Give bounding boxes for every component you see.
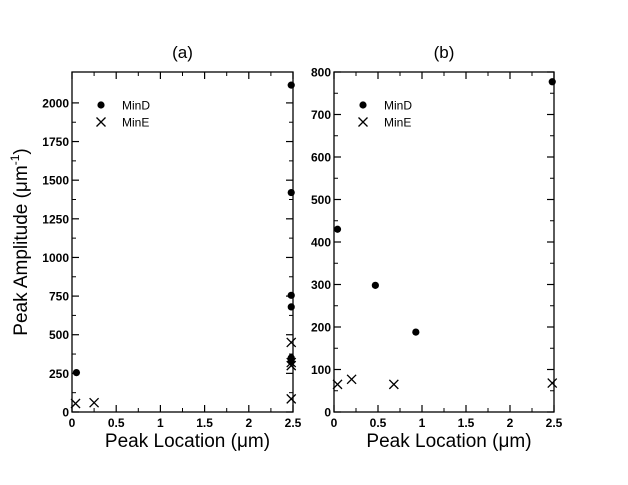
y-tick-label-a: 1500: [42, 174, 69, 188]
data-point-mine-a: [286, 393, 297, 404]
y-tick-label-a: 2000: [42, 96, 69, 110]
x-tick-label-a: 1: [157, 416, 164, 430]
plot-frame-a: [71, 71, 294, 413]
legend-label-mine-b: MinE: [384, 116, 411, 130]
y-axis-label: Peak Amplitude (μm-1): [8, 148, 32, 335]
data-point-mind-a: [287, 291, 295, 299]
y-tick-label-a: 0: [62, 406, 69, 420]
y-tick-label-a: 750: [49, 290, 69, 304]
data-point-mind-b: [371, 281, 379, 289]
panel-a: (a) 0 0.5 1 1.5 2 2.5 0 250 500 750 1000 1250 1500 175…: [42, 43, 301, 452]
data-point-mind-b: [333, 225, 342, 233]
panel-b: (b) 0 0.5 1 1.5 2 2.5 0 100 200 300 400 500 600 700 800…: [311, 43, 563, 452]
legend-label-mind-b: MinD: [384, 99, 412, 113]
x-tick-label-a: 2.5: [285, 416, 302, 430]
x-tick-label-a: 0.5: [108, 416, 125, 430]
data-point-mind-b: [548, 78, 556, 86]
data-point-mine-a: [286, 337, 297, 348]
data-point-mind-a: [287, 81, 295, 89]
y-tick-label-a: 1750: [42, 135, 69, 149]
legend-label-mind-a: MinD: [122, 99, 150, 113]
x-tick-label-b: 0.5: [370, 416, 387, 430]
x-tick-label-b: 1: [419, 416, 426, 430]
legend-label-mine-a: MinE: [122, 116, 149, 130]
legend-marker-mine-b: [358, 117, 368, 127]
legend-marker-mind-a: [97, 101, 105, 109]
data-point-mine-b: [332, 379, 343, 390]
y-tick-label-a: 1250: [42, 212, 69, 226]
x-tick-label-b: 2.5: [546, 416, 563, 430]
legend-marker-mine-a: [96, 117, 106, 127]
y-axis-label-main: Peak Amplitude (μm: [11, 165, 32, 335]
data-point-mine-a: [286, 357, 297, 368]
plot-frame-b: [333, 71, 555, 413]
y-tick-label-b: 200: [311, 321, 331, 335]
x-tick-label-a: 1.5: [196, 416, 213, 430]
data-point-mind-a: [72, 368, 81, 377]
y-tick-label-b: 500: [311, 193, 331, 207]
x-axis-label-b: Peak Location (μm): [366, 431, 531, 452]
legend-marker-mind-b: [359, 101, 367, 109]
x-tick-label-a: 0: [69, 416, 76, 430]
x-tick-label-a: 2: [245, 416, 252, 430]
y-tick-label-a: 250: [49, 367, 69, 381]
data-point-mind-a: [287, 188, 295, 197]
data-point-mine-a: [89, 397, 100, 408]
panel-title-a: (a): [172, 43, 193, 62]
data-point-mine-a: [70, 398, 81, 409]
y-tick-label-a: 500: [49, 328, 69, 342]
data-point-mine-b: [388, 379, 399, 390]
x-axis-label-a: Peak Location (μm): [105, 431, 270, 452]
x-tick-label-b: 0: [331, 416, 338, 430]
y-tick-label-b: 0: [324, 406, 331, 420]
panel-title-b: (b): [434, 43, 455, 62]
data-point-mine-b: [346, 374, 357, 385]
x-tick-label-b: 1.5: [458, 416, 475, 430]
data-point-mine-b: [547, 378, 558, 389]
y-tick-label-b: 800: [311, 66, 331, 80]
y-tick-label-b: 100: [311, 363, 331, 377]
data-point-mind-b: [412, 328, 420, 336]
data-point-mine-a: [286, 360, 297, 371]
y-tick-label-a: 1000: [42, 251, 69, 265]
y-tick-label-b: 400: [311, 236, 331, 250]
x-tick-label-b: 2: [507, 416, 514, 430]
y-axis-label-superscript: -1: [8, 154, 22, 165]
data-point-mind-a: [287, 303, 295, 311]
y-tick-label-b: 600: [311, 151, 331, 165]
y-tick-label-b: 300: [311, 278, 331, 292]
y-axis-label-close: ): [11, 148, 32, 154]
y-tick-label-b: 700: [311, 108, 331, 122]
data-point-mind-a: [287, 357, 295, 365]
